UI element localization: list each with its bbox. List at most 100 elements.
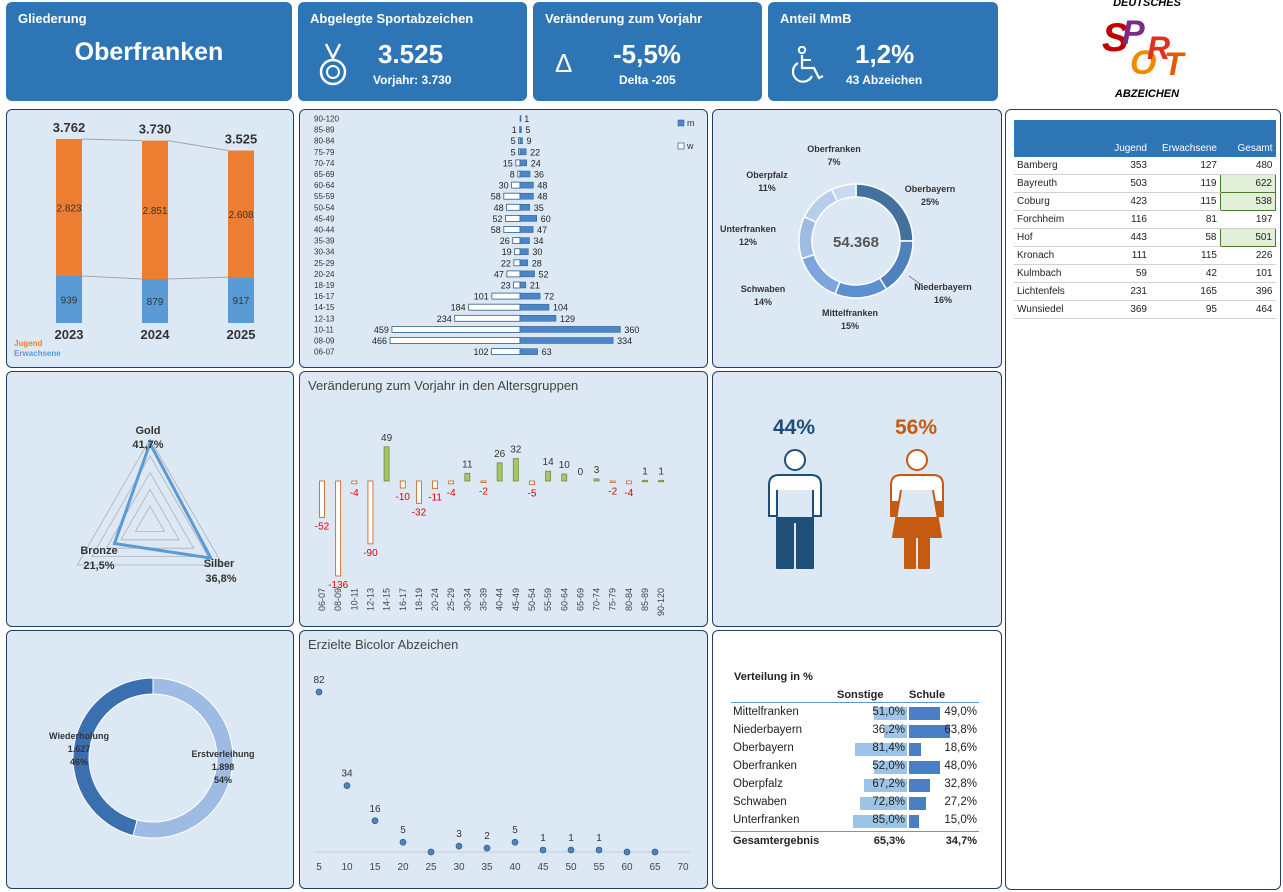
legend-jugend: Jugend — [14, 339, 43, 348]
region-name[interactable]: Oberfranken — [74, 38, 224, 66]
distribution-row: Oberfranken 52,0% 48,0% — [731, 758, 981, 776]
cell-jugend: 59 — [1106, 264, 1150, 283]
pyramid-bar-w-18-19 — [513, 281, 521, 289]
bicolor-title: Erzielte Bicolor Abzeichen — [308, 637, 459, 652]
pyramid-label-m-20-24: 52 — [539, 269, 549, 279]
change-chart-title: Veränderung zum Vorjahr in den Altersgru… — [308, 378, 579, 393]
change-bar-70-74 — [593, 478, 600, 482]
pyramid-label-w-14-15: 184 — [451, 303, 466, 313]
donut-pct-oberpfalz: 11% — [758, 183, 776, 193]
distribution-row-name: Oberbayern — [733, 742, 794, 754]
donut-slice-oberfranken — [830, 183, 857, 203]
distribution-row-name: Mittelfranken — [733, 706, 799, 718]
bicolor-point-60 — [623, 848, 631, 856]
pyramid-group-55-59: 55-59 — [314, 192, 335, 201]
distribution-row-name: Unterfranken — [733, 814, 800, 826]
pyramid-bar-m-14-15 — [519, 303, 550, 311]
table-row: Kulmbach 59 42 101 — [1014, 264, 1276, 283]
logo-top-text: DEUTSCHES — [1113, 0, 1181, 9]
donut-pct-oberfranken: 7% — [827, 157, 840, 167]
repeat-erst-label: Erstverleihung — [191, 749, 254, 759]
change-axis-45-49: 45-49 — [511, 588, 521, 611]
pyramid-label-m-08-09: 334 — [617, 336, 632, 346]
logo-letter-p: P — [1122, 14, 1145, 52]
change-axis-40-44: 40-44 — [495, 588, 505, 611]
change-axis-20-24: 20-24 — [430, 588, 440, 611]
pyramid-bar-m-12-13 — [519, 315, 557, 322]
change-label-18-19: -32 — [412, 507, 427, 518]
bicolor-tick-70: 70 — [677, 862, 689, 873]
pyramid-bar-w-25-29 — [513, 259, 521, 267]
distribution-row-name: Oberpfalz — [733, 778, 783, 790]
kpi-gliederung: Gliederung Oberfranken — [6, 2, 292, 101]
bicolor-tick-25: 25 — [425, 862, 437, 873]
pyramid-label-m-25-29: 28 — [532, 258, 542, 268]
total-2025: 3.525 — [225, 132, 258, 147]
pyramid-bar-m-06-07 — [519, 348, 538, 355]
kpi-abzeichen: Abgelegte Sportabzeichen 3.525 Vorjahr: … — [298, 2, 527, 101]
donut-label-unterfranken: Unterfranken — [720, 224, 776, 234]
change-label-90-120: 1 — [658, 466, 664, 477]
pyramid-label-w-16-17: 101 — [474, 292, 489, 302]
distribution-value-sonstige: 67,2% — [872, 778, 905, 790]
connector-bottom-1 — [167, 276, 229, 280]
change-label-85-89: 1 — [642, 466, 648, 477]
col-erwachsene: Erwachsene — [1150, 140, 1220, 157]
logo-letter-r: R — [1147, 30, 1171, 66]
cell-erw: 58 — [1150, 228, 1220, 247]
pyramid-bar-w-50-54 — [506, 203, 521, 211]
bar-erwachsene-2023 — [56, 276, 82, 323]
pyramid-bar-m-08-09 — [519, 337, 614, 344]
distribution-row: Schwaben 72,8% 27,2% — [731, 794, 981, 812]
change-bar-40-44 — [496, 462, 503, 482]
distribution-row: Oberbayern 81,4% 18,6% — [731, 740, 981, 758]
radar-gold-label: Gold — [135, 425, 160, 437]
change-axis-08-09: 08-09 — [333, 588, 343, 611]
pyramid-bar-m-90-120 — [519, 115, 522, 122]
pyramid-bar-w-35-39 — [512, 237, 521, 244]
cell-name: Kulmbach — [1014, 264, 1106, 283]
donut-slice-schwaben — [800, 253, 841, 295]
pyramid-label-m-16-17: 72 — [544, 292, 554, 302]
distribution-row: Mittelfranken 51,0% 49,0% — [731, 704, 981, 722]
year-2025: 2025 — [227, 327, 256, 342]
pyramid-label-m-06-07: 63 — [542, 347, 552, 357]
pyramid-label-w-08-09: 466 — [372, 336, 387, 346]
mmb-label: Anteil MmB — [780, 11, 852, 26]
panel-district-table: Jugend Erwachsene Gesamt Bamberg 353 127 48… — [1005, 109, 1281, 890]
table-row: Forchheim 116 81 197 — [1014, 210, 1276, 229]
pyramid-bar-m-35-39 — [519, 237, 530, 244]
donut-label-mittelfranken: Mittelfranken — [822, 308, 878, 318]
change-axis-14-15: 14-15 — [382, 588, 392, 611]
pyramid-label-m-55-59: 48 — [537, 192, 547, 202]
pyramid-label-w-45-49: 52 — [492, 214, 502, 224]
change-axis-80-84: 80-84 — [624, 588, 634, 611]
bicolor-label-5: 82 — [313, 675, 325, 686]
change-axis-35-39: 35-39 — [479, 588, 489, 611]
logo-bottom-text: ABZEICHEN — [1114, 88, 1180, 100]
change-label-80-84: -4 — [624, 488, 633, 499]
donut-label-niederbayern: Niederbayern — [914, 282, 972, 292]
distribution-header-line — [731, 702, 979, 703]
bicolor-point-55 — [595, 846, 603, 854]
year-2023: 2023 — [55, 327, 84, 342]
cell-name: Lichtenfels — [1014, 282, 1106, 301]
cell-name: Hof — [1014, 228, 1106, 247]
change-bar-18-19 — [416, 480, 422, 504]
connector-top-0 — [81, 138, 143, 142]
panel-regions-donut: Oberbayern 25% Niederbayern 16% Mittelfranke… — [712, 109, 1002, 368]
pyramid-bar-w-45-49 — [505, 215, 521, 222]
pyramid-label-w-65-69: 8 — [510, 170, 515, 180]
pyramid-label-w-06-07: 102 — [474, 347, 489, 357]
cell-erw: 95 — [1150, 300, 1220, 319]
pyramid-bar-m-10-11 — [519, 326, 621, 333]
cell-jugend: 116 — [1106, 210, 1150, 229]
radar-series — [112, 439, 214, 561]
radar-gold-pct: 41,7% — [132, 439, 163, 451]
bicolor-point-15 — [371, 817, 379, 825]
distribution-bar-schule — [909, 707, 941, 720]
repeat-wiederholung-pct: 46% — [70, 757, 88, 767]
bicolor-tick-60: 60 — [621, 862, 633, 873]
pyramid-label-w-20-24: 47 — [494, 269, 504, 279]
pyramid-label-m-35-39: 34 — [533, 236, 543, 246]
